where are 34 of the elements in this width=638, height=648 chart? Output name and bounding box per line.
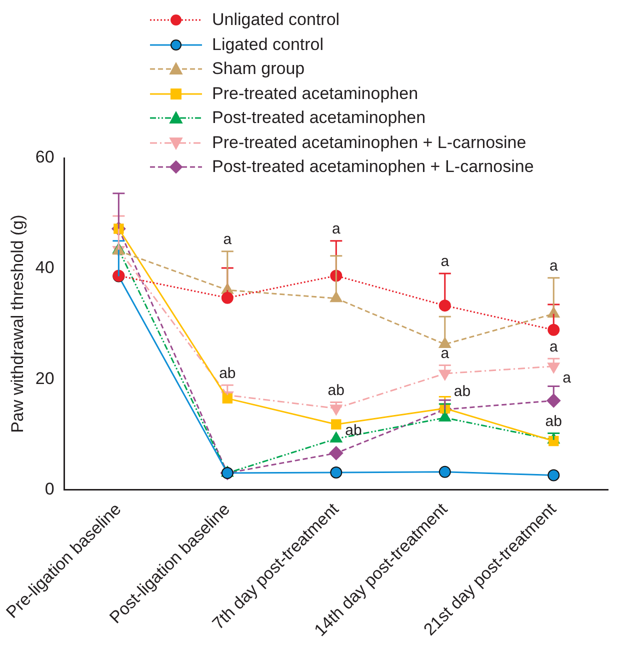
y-tick-label: 60: [35, 148, 54, 167]
annotation: ab: [219, 364, 236, 382]
y-tick-label: 40: [35, 258, 54, 278]
point: [438, 466, 451, 478]
annotation: a: [549, 258, 558, 275]
point: [329, 446, 344, 460]
legend-label: Ligated control: [212, 34, 324, 56]
y-tick-label: 0: [44, 479, 54, 498]
legend-label: Pre-treated acetaminophen: [212, 82, 418, 104]
annotation: ab: [454, 383, 471, 400]
y-axis-title: Paw withdrawal threshold (g): [8, 214, 27, 433]
annotation: a: [549, 338, 558, 356]
annotation: ab: [545, 412, 562, 430]
legend-label: Sham group: [212, 58, 305, 80]
annotation: a: [562, 369, 572, 386]
legend-label: Post-treated acetaminophen: [212, 107, 426, 129]
annotation: a: [332, 220, 341, 238]
point: [548, 469, 560, 482]
point: [438, 300, 451, 312]
point: [221, 292, 234, 304]
point: [548, 324, 560, 336]
y-tick-label: 20: [35, 368, 54, 388]
annotation: a: [440, 344, 450, 362]
annotation: a: [440, 253, 450, 270]
annotation: ab: [328, 382, 344, 399]
point: [330, 432, 342, 443]
legend-label: Unligated control: [212, 9, 340, 31]
legend-label: Post-treated acetaminophen + L-carnosine: [212, 156, 534, 178]
point: [331, 419, 342, 430]
annotation: a: [223, 231, 232, 248]
point: [548, 436, 559, 446]
point: [330, 466, 342, 478]
annotation: ab: [345, 422, 362, 439]
legend-label: Pre-treated acetaminophen + L-carnosine: [212, 132, 526, 154]
